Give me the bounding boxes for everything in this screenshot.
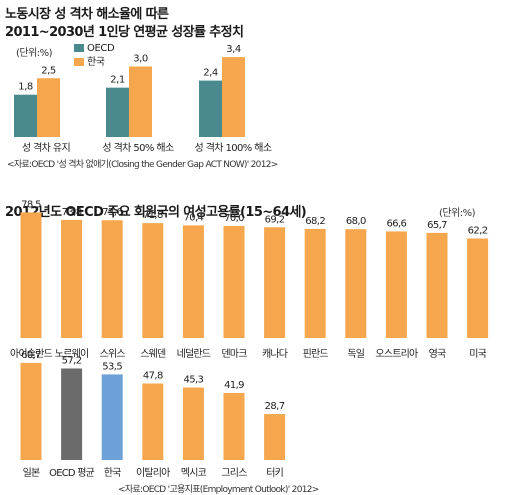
data-label-2: 73,6 <box>102 207 122 218</box>
bar-17 <box>223 392 245 460</box>
legend-label-korea: 한국 <box>87 57 105 68</box>
data-label-3: 71,8 <box>143 210 163 221</box>
data-label-4: 70,4 <box>183 212 203 223</box>
category-label-18: 터키 <box>266 467 283 479</box>
chart1-source: <자료:OECD '성 격차 없애기(Closing the Gender Ga… <box>7 160 278 170</box>
data-label-16: 45,3 <box>183 375 203 386</box>
category-label-13: OECD 평균 <box>49 467 94 479</box>
category-label-15: 이탈리아 <box>136 466 170 479</box>
bar-18 <box>264 414 286 460</box>
bar-oecd-1 <box>106 87 129 137</box>
legend-label-oecd: OECD <box>87 43 115 54</box>
data-label-13: 57,2 <box>62 355 82 366</box>
category-label-8: 독일 <box>347 348 364 360</box>
bar-16 <box>182 387 204 460</box>
bar-9 <box>385 231 407 338</box>
bar-3 <box>142 223 164 338</box>
bar-12 <box>20 362 42 460</box>
category-label-4: 네덜란드 <box>177 348 211 360</box>
category-label-3: 스웨덴 <box>140 348 166 360</box>
category-label-2: 스위스 <box>100 347 126 360</box>
bar-korea-2 <box>222 57 245 137</box>
category-label-2: 성 격차 100% 해소 <box>195 141 272 154</box>
chart2-source: <자료:OECD '고용지표(Employment Outlook)' 2012… <box>118 485 319 495</box>
category-label-17: 그리스 <box>221 467 247 479</box>
bar-15 <box>142 383 164 460</box>
legend-item-oecd: OECD <box>74 42 115 56</box>
bar-6 <box>264 227 286 338</box>
data-label-12: 60,7 <box>21 350 41 361</box>
data-label-korea-1: 3,0 <box>133 54 148 65</box>
legend-swatch-oecd <box>74 44 84 52</box>
bar-14 <box>101 374 123 460</box>
bar-11 <box>467 238 489 338</box>
bar-8 <box>345 229 367 338</box>
category-label-0: 성 격차 유지 <box>22 141 70 154</box>
category-label-7: 핀란드 <box>303 348 329 360</box>
category-label-16: 멕시코 <box>181 467 207 479</box>
data-label-17: 41,9 <box>224 380 244 391</box>
data-label-10: 65,7 <box>427 220 447 231</box>
bar-1 <box>61 219 83 338</box>
data-label-1: 73,8 <box>62 207 82 218</box>
data-label-0: 78,5 <box>21 199 41 210</box>
legend-item-korea: 한국 <box>74 56 114 70</box>
chart2-source-text: 자료:OECD '고용지표(Employment Outlook)' 2012 <box>124 485 313 495</box>
legend-swatch-korea <box>74 58 84 66</box>
category-label-11: 미국 <box>469 348 486 360</box>
data-label-korea-2: 3,4 <box>226 44 241 55</box>
data-label-oecd-2: 2,4 <box>203 68 218 79</box>
data-label-9: 66,6 <box>386 218 406 229</box>
bar-4 <box>182 225 204 338</box>
chart1-source-text: 자료:OECD '성 격차 없애기(Closing the Gender Gap… <box>13 160 272 170</box>
category-label-6: 캐나다 <box>262 348 288 360</box>
data-label-oecd-0: 1,8 <box>18 82 33 93</box>
category-label-1: 성 격차 50% 해소 <box>102 141 174 154</box>
category-label-1: 노르웨이 <box>55 348 89 360</box>
chart1-title: 노동시장 성 격차 해소율에 따른 <box>5 7 169 22</box>
bar-10 <box>426 232 448 338</box>
data-label-6: 69,2 <box>265 214 285 225</box>
category-label-14: 한국 <box>104 467 121 479</box>
category-label-0: 아이슬란드 <box>10 348 53 360</box>
data-label-14: 53,5 <box>102 361 122 372</box>
bar-2 <box>101 220 123 338</box>
category-label-5: 덴마크 <box>221 348 247 360</box>
chart1-subtitle: 2011~2030년 1인당 연평균 성장률 추정치 <box>5 25 244 40</box>
bar-korea-0 <box>37 78 60 137</box>
bar-korea-1 <box>129 66 152 137</box>
category-label-9: 오스트리아 <box>375 348 418 360</box>
data-label-7: 68,2 <box>305 216 325 227</box>
category-label-12: 일본 <box>23 467 40 479</box>
chart2-title: 2012년도 OECD 주요 회원국의 여성고용률(15~64세) <box>5 205 307 220</box>
data-label-15: 47,8 <box>143 371 163 382</box>
category-label-10: 영국 <box>429 348 446 360</box>
data-label-5: 70,0 <box>224 213 244 224</box>
data-label-korea-0: 2,5 <box>41 65 56 76</box>
data-label-8: 68,0 <box>346 216 366 227</box>
bar-oecd-0 <box>14 94 37 137</box>
data-label-18: 28,7 <box>265 401 285 412</box>
data-label-11: 62,2 <box>468 225 488 236</box>
data-label-oecd-1: 2,1 <box>110 75 125 86</box>
bar-0 <box>20 212 42 338</box>
bar-7 <box>304 228 326 338</box>
bar-13 <box>61 368 83 460</box>
chart1-unit: (단위:%) <box>16 48 53 59</box>
chart2-unit: (단위:%) <box>439 208 476 219</box>
chart1-legend: OECD 한국 <box>74 42 115 70</box>
bar-oecd-2 <box>199 80 222 137</box>
bar-5 <box>223 226 245 338</box>
